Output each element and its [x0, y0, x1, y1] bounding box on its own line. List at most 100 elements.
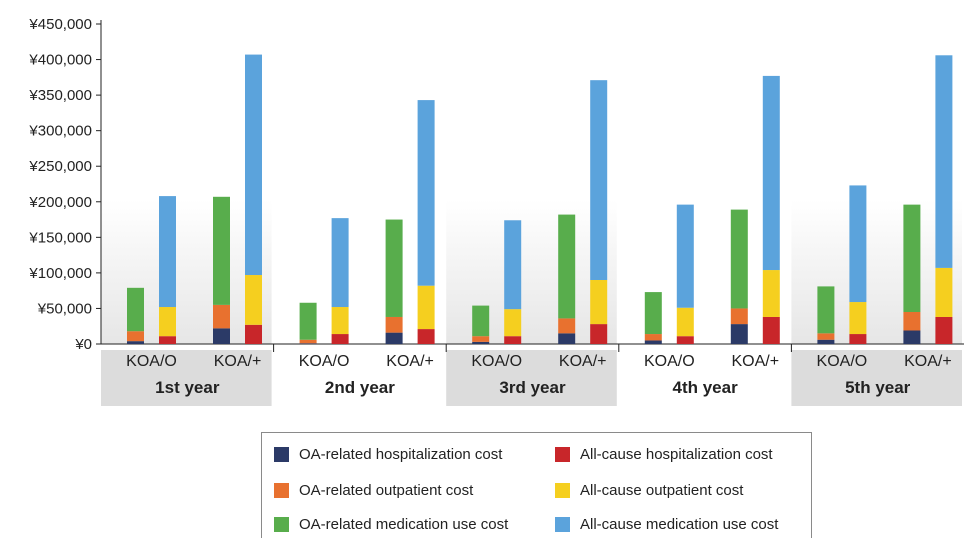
stacked-bar-chart: ¥0 ¥50,000 ¥100,000 ¥150,000 ¥200,000 ¥250,00… [28, 16, 964, 406]
bar-segment-oa-related-outpatient-cost [385, 316, 403, 333]
bar-segment-oa-related-outpatient-cost [472, 336, 490, 342]
bar-segment-all-cause-outpatient-cost [762, 270, 780, 317]
group-label: 5th year [845, 378, 911, 397]
bar-segment-all-cause-hospitalization-cost [762, 316, 780, 344]
bar-segment-oa-related-hospitalization-cost [817, 339, 835, 344]
legend-swatch-all-medication [555, 516, 570, 532]
cohort-tick-label: KOA/+ [732, 353, 780, 370]
bar-segment-oa-related-medication-use-cost [644, 292, 662, 335]
group-label-band-1 [101, 350, 272, 406]
bar-segment-oa-related-medication-use-cost [385, 219, 403, 317]
y-tick-label: ¥50,000 [37, 300, 92, 317]
bar-segment-all-cause-hospitalization-cost [590, 324, 608, 344]
bar-segment-oa-related-hospitalization-cost [385, 332, 403, 344]
bar-segment-all-cause-outpatient-cost [159, 307, 176, 337]
bar-segment-all-cause-medication-use-cost [935, 55, 953, 268]
legend-label-all-hospitalization: All-cause hospitalization cost [580, 445, 773, 463]
cohort-tick-label: KOA/+ [386, 353, 434, 370]
legend-label-oa-medication: OA-related medication use cost [299, 515, 509, 533]
group-label: 4th year [672, 378, 738, 397]
y-tick-label: ¥200,000 [28, 194, 92, 211]
bar-segment-all-cause-outpatient-cost [417, 285, 435, 330]
bar-segment-all-cause-outpatient-cost [935, 267, 953, 317]
bar-segment-oa-related-hospitalization-cost [472, 341, 490, 344]
bar-segment-all-cause-medication-use-cost [159, 196, 176, 308]
bar-segment-oa-related-medication-use-cost [299, 302, 317, 340]
y-tick-label: ¥250,000 [28, 158, 92, 175]
bar-segment-all-cause-medication-use-cost [331, 218, 349, 308]
bar-segment-oa-related-outpatient-cost [903, 312, 921, 331]
bar-segment-all-cause-outpatient-cost [331, 307, 349, 335]
cohort-tick-label: KOA/+ [214, 353, 262, 370]
cohort-tick-label: KOA/O [126, 353, 177, 370]
bar-segment-all-cause-hospitalization-cost [245, 324, 262, 344]
bar-segment-all-cause-outpatient-cost [676, 307, 694, 337]
bar-segment-oa-related-hospitalization-cost [299, 343, 317, 344]
bar-segment-all-cause-medication-use-cost [762, 75, 780, 271]
bar-segment-oa-related-medication-use-cost [127, 287, 144, 332]
bar-segment-oa-related-outpatient-cost [558, 318, 576, 334]
bar-segment-oa-related-medication-use-cost [558, 214, 576, 319]
legend-label-all-outpatient: All-cause outpatient cost [580, 481, 744, 499]
bar-segment-oa-related-medication-use-cost [213, 196, 230, 305]
legend-item-all-medication: All-cause medication use cost [555, 513, 778, 535]
legend-label-oa-hospitalization: OA-related hospitalization cost [299, 445, 503, 463]
bar-segment-all-cause-medication-use-cost [417, 100, 435, 286]
bar-segment-all-cause-medication-use-cost [676, 204, 694, 308]
bar-segment-all-cause-hospitalization-cost [331, 334, 349, 344]
legend-item-all-outpatient: All-cause outpatient cost [555, 479, 743, 501]
y-tick-label: ¥150,000 [28, 229, 92, 246]
legend: OA-related hospitalization cost OA-relat… [261, 432, 812, 538]
legend-swatch-all-outpatient [555, 482, 570, 498]
cohort-tick-label: KOA/+ [559, 353, 607, 370]
legend-item-oa-hospitalization: OA-related hospitalization cost [274, 443, 502, 465]
bar-segment-oa-related-hospitalization-cost [730, 324, 748, 344]
legend-label-oa-outpatient: OA-related outpatient cost [299, 481, 474, 499]
cohort-tick-label: KOA/O [644, 353, 695, 370]
bar-segment-all-cause-hospitalization-cost [417, 329, 435, 344]
bar-segment-oa-related-medication-use-cost [903, 204, 921, 312]
bar-segment-all-cause-medication-use-cost [504, 220, 522, 310]
bar-segment-all-cause-medication-use-cost [245, 54, 262, 276]
bar-segment-oa-related-hospitalization-cost [558, 333, 576, 344]
bar-segment-all-cause-hospitalization-cost [159, 336, 176, 344]
bar-segment-oa-related-hospitalization-cost [903, 330, 921, 344]
bar-segment-oa-related-hospitalization-cost [213, 328, 230, 344]
cohort-tick-label: KOA/+ [904, 353, 952, 370]
bar-segment-oa-related-outpatient-cost [127, 331, 144, 342]
cohort-tick-label: KOA/O [817, 353, 868, 370]
group-label: 2nd year [325, 378, 395, 397]
bar-segment-oa-related-outpatient-cost [299, 339, 317, 344]
group-label: 3rd year [499, 378, 566, 397]
bar-segment-oa-related-outpatient-cost [730, 308, 748, 325]
bar-segment-all-cause-medication-use-cost [849, 185, 867, 303]
legend-item-oa-medication: OA-related medication use cost [274, 513, 508, 535]
bar-segment-oa-related-hospitalization-cost [127, 341, 144, 344]
cohort-tick-label: KOA/O [471, 353, 522, 370]
group-label-band-3 [446, 350, 617, 406]
bar-segment-oa-related-medication-use-cost [730, 209, 748, 309]
bar-segment-oa-related-medication-use-cost [817, 286, 835, 334]
y-tick-label: ¥350,000 [28, 87, 92, 104]
bar-segment-all-cause-hospitalization-cost [935, 316, 953, 344]
bar-segment-all-cause-medication-use-cost [590, 80, 608, 280]
bar-segment-oa-related-outpatient-cost [817, 333, 835, 340]
bar-segment-all-cause-hospitalization-cost [676, 336, 694, 344]
bar-segment-all-cause-outpatient-cost [245, 275, 262, 325]
y-tick-label: ¥300,000 [28, 123, 92, 140]
group-label: 1st year [155, 378, 220, 397]
cohort-tick-label: KOA/O [299, 353, 350, 370]
y-tick-label: ¥450,000 [28, 16, 92, 33]
legend-swatch-oa-hospitalization [274, 446, 289, 462]
legend-item-oa-outpatient: OA-related outpatient cost [274, 479, 473, 501]
y-tick-label: ¥100,000 [28, 265, 92, 282]
bar-segment-oa-related-hospitalization-cost [644, 340, 662, 344]
bar-segment-all-cause-outpatient-cost [849, 302, 867, 335]
group-label-band-5 [791, 350, 962, 406]
bar-segment-oa-related-medication-use-cost [472, 305, 490, 337]
y-tick-label: ¥0 [74, 336, 92, 353]
legend-label-all-medication: All-cause medication use cost [580, 515, 779, 533]
bar-segment-oa-related-outpatient-cost [213, 304, 230, 329]
bar-segment-oa-related-outpatient-cost [644, 334, 662, 341]
bar-segment-all-cause-hospitalization-cost [504, 336, 522, 344]
